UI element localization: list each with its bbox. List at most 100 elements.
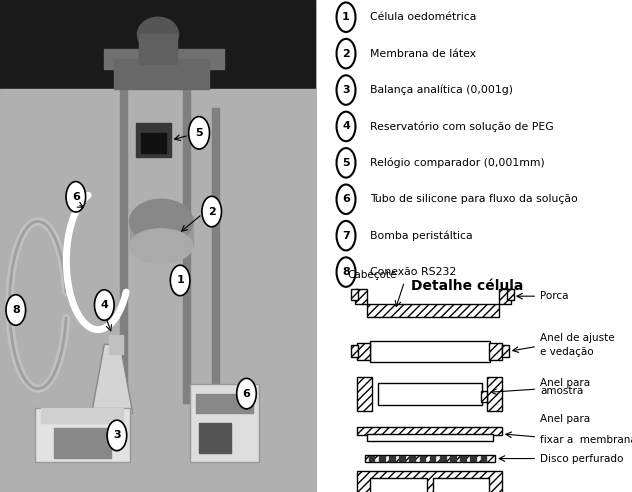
Bar bbox=[379, 456, 384, 461]
Text: 4: 4 bbox=[100, 300, 108, 310]
Text: Anel para: Anel para bbox=[540, 378, 590, 388]
Circle shape bbox=[95, 290, 114, 320]
Text: e vedação: e vedação bbox=[540, 347, 594, 357]
Text: 6: 6 bbox=[72, 192, 80, 202]
Bar bbox=[351, 289, 358, 300]
Bar bbox=[378, 383, 482, 405]
Bar bbox=[199, 423, 231, 453]
Text: 1: 1 bbox=[176, 276, 184, 285]
Bar bbox=[54, 428, 111, 458]
Bar bbox=[502, 345, 509, 357]
Circle shape bbox=[236, 378, 257, 409]
Bar bbox=[410, 456, 415, 461]
Circle shape bbox=[202, 196, 221, 227]
Text: Detalhe célula: Detalhe célula bbox=[411, 279, 524, 293]
Bar bbox=[507, 289, 514, 300]
Bar bbox=[351, 345, 358, 357]
Bar bbox=[470, 456, 476, 461]
Bar bbox=[450, 456, 456, 461]
Bar bbox=[367, 434, 493, 441]
Bar bbox=[41, 408, 123, 423]
Text: 8: 8 bbox=[342, 267, 350, 277]
Bar bbox=[365, 455, 494, 462]
Text: 7: 7 bbox=[342, 231, 350, 241]
Circle shape bbox=[107, 420, 126, 451]
Text: Conexão RS232: Conexão RS232 bbox=[370, 267, 456, 277]
Bar bbox=[487, 377, 502, 411]
Bar bbox=[355, 289, 367, 304]
Bar bbox=[460, 456, 466, 461]
Bar bbox=[139, 34, 177, 64]
Bar bbox=[389, 456, 394, 461]
Circle shape bbox=[336, 257, 355, 287]
Bar bbox=[357, 427, 502, 435]
Ellipse shape bbox=[138, 17, 178, 52]
Text: Tubo de silicone para fluxo da solução: Tubo de silicone para fluxo da solução bbox=[370, 194, 578, 204]
Text: Célula oedométrica: Célula oedométrica bbox=[370, 12, 476, 22]
Text: Cabeçote: Cabeçote bbox=[348, 270, 397, 280]
Bar bbox=[367, 304, 499, 317]
Text: 2: 2 bbox=[208, 207, 216, 216]
Text: 6: 6 bbox=[243, 389, 250, 399]
Circle shape bbox=[336, 112, 355, 141]
Text: 6: 6 bbox=[342, 194, 350, 204]
Bar bbox=[440, 456, 446, 461]
Bar bbox=[183, 59, 190, 403]
Ellipse shape bbox=[130, 199, 193, 244]
Circle shape bbox=[189, 117, 210, 149]
Bar bbox=[432, 478, 489, 492]
Bar bbox=[190, 384, 259, 462]
Circle shape bbox=[170, 265, 190, 296]
Text: amostra: amostra bbox=[540, 386, 583, 396]
Text: 5: 5 bbox=[342, 158, 350, 168]
Circle shape bbox=[336, 184, 355, 214]
Bar bbox=[357, 377, 372, 411]
Bar bbox=[140, 133, 166, 153]
Text: 3: 3 bbox=[113, 430, 121, 440]
Bar bbox=[130, 216, 193, 246]
Text: 1: 1 bbox=[342, 12, 350, 22]
Circle shape bbox=[336, 148, 355, 178]
Bar bbox=[35, 408, 130, 462]
Circle shape bbox=[336, 221, 355, 250]
Bar bbox=[430, 456, 435, 461]
Text: Anel para: Anel para bbox=[540, 414, 590, 424]
Circle shape bbox=[336, 39, 355, 68]
Text: 2: 2 bbox=[342, 49, 350, 59]
Polygon shape bbox=[92, 344, 133, 413]
Bar bbox=[114, 59, 209, 89]
Text: Membrana de látex: Membrana de látex bbox=[370, 49, 476, 59]
Bar bbox=[357, 471, 502, 492]
Circle shape bbox=[336, 75, 355, 105]
Text: Reservatório com solução de PEG: Reservatório com solução de PEG bbox=[370, 121, 554, 132]
Text: Anel de ajuste: Anel de ajuste bbox=[540, 334, 615, 343]
Text: Disco perfurado: Disco perfurado bbox=[540, 454, 624, 463]
Bar bbox=[0, 0, 316, 89]
Bar bbox=[0, 89, 316, 492]
Text: 3: 3 bbox=[342, 85, 350, 95]
Bar bbox=[399, 456, 405, 461]
Bar bbox=[369, 456, 374, 461]
Text: 4: 4 bbox=[342, 122, 350, 131]
Bar bbox=[120, 59, 127, 403]
Bar bbox=[196, 394, 253, 413]
Text: 8: 8 bbox=[12, 305, 20, 315]
Bar bbox=[212, 108, 219, 403]
Text: 5: 5 bbox=[195, 128, 203, 138]
Bar bbox=[482, 391, 487, 402]
Bar bbox=[480, 456, 486, 461]
Bar bbox=[420, 456, 425, 461]
Circle shape bbox=[66, 182, 85, 212]
Bar bbox=[370, 341, 490, 362]
Bar bbox=[357, 343, 370, 360]
Circle shape bbox=[6, 295, 25, 325]
Bar bbox=[109, 335, 123, 354]
Bar bbox=[136, 123, 171, 157]
Bar bbox=[489, 343, 502, 360]
Circle shape bbox=[336, 2, 355, 32]
Bar bbox=[104, 49, 224, 69]
Bar bbox=[370, 478, 427, 492]
Text: Porca: Porca bbox=[540, 291, 569, 301]
Bar bbox=[499, 289, 511, 304]
Text: fixar a  membrana: fixar a membrana bbox=[540, 435, 632, 445]
